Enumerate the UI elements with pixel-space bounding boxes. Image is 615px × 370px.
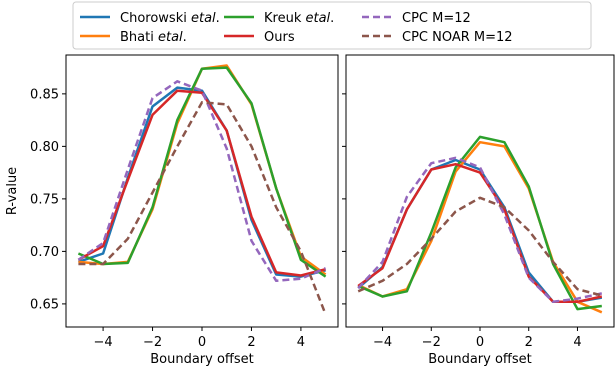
legend-label: Kreuk etal. [264, 11, 334, 26]
legend-label-italic: etal [191, 11, 216, 26]
right-x-axis-label: Boundary offset [428, 352, 532, 367]
left-series-chorowski-etal [77, 86, 326, 278]
left-series-cpc-noar-m-12 [78, 101, 327, 315]
left-y-tick-label: 0.70 [30, 245, 59, 260]
legend-label: Chorowski etal. [120, 11, 220, 26]
legend-label-suffix: . [216, 11, 220, 26]
left-x-tick-label: −2 [143, 335, 162, 350]
legend-label-text: CPC NOAR M=12 [402, 30, 513, 45]
right-x-tick-label: −2 [422, 335, 441, 350]
left-y-tick-label: 0.65 [30, 297, 59, 312]
legend-item-chorowski-etal: Chorowski etal. [80, 11, 220, 26]
legend-item-bhati-etal: Bhati etal. [80, 30, 187, 45]
legend-label: Bhati etal. [120, 30, 187, 45]
legend-item-kreuk-etal: Kreuk etal. [224, 11, 334, 26]
right-x-tick-label: 4 [573, 335, 581, 350]
left-y-tick-label: 0.85 [30, 87, 59, 102]
left-plot-frame [65, 54, 339, 328]
legend-label: Ours [264, 30, 295, 45]
legend-label-text: Ours [264, 30, 295, 45]
legend-label: CPC NOAR M=12 [402, 30, 513, 45]
legend-label-text: Kreuk [264, 11, 305, 26]
left-x-tick-label: 2 [247, 335, 255, 350]
right-series-cpc-noar-m-12 [357, 196, 603, 297]
left-series-ours [77, 89, 326, 277]
left-series-cpc-m-12 [77, 80, 327, 283]
legend-label: CPC M=12 [402, 11, 471, 26]
left-y-tick-label: 0.75 [30, 192, 59, 207]
legend-label-suffix: . [183, 30, 187, 45]
left-x-tick-label: 4 [297, 335, 305, 350]
legend-label-suffix: . [330, 11, 334, 26]
left-series-kreuk-etal [77, 66, 327, 278]
legend-label-text: Chorowski [120, 11, 191, 26]
left-series-bhati-etal [78, 64, 327, 276]
left-x-axis-label: Boundary offset [150, 352, 254, 367]
y-axis-label: R-value [5, 167, 20, 215]
left-panel: −4 −2 0 2 4 0.65 0.70 0.75 0.80 0.85 Boundary off… [5, 54, 339, 367]
right-series-cpc-m-12 [357, 156, 603, 304]
legend-item-cpc-m-12: CPC M=12 [362, 11, 471, 26]
legend-label-italic: etal [158, 30, 183, 45]
right-x-tick-label: 0 [476, 335, 484, 350]
right-panel: −4 −2 0 2 4 Boundary offset [342, 54, 615, 367]
legend-label-text: CPC M=12 [402, 11, 471, 26]
right-series-bhati-etal [357, 140, 603, 314]
legend-item-cpc-noar-m-12: CPC NOAR M=12 [362, 30, 513, 45]
left-x-tick-label: 0 [198, 335, 206, 350]
left-y-tick-label: 0.80 [30, 140, 59, 155]
legend-label-text: Bhati [120, 30, 158, 45]
right-x-tick-label: −4 [373, 335, 392, 350]
right-series-ours [357, 162, 603, 304]
right-x-tick-label: 2 [525, 335, 533, 350]
left-x-tick-label: −4 [94, 335, 113, 350]
legend-label-italic: etal [305, 11, 330, 26]
legend-frame [72, 1, 592, 50]
legend: Chorowski etal.Bhati etal.Kreuk etal.Our… [72, 1, 592, 50]
right-series-kreuk-etal [357, 135, 602, 311]
legend-item-ours: Ours [224, 30, 295, 45]
